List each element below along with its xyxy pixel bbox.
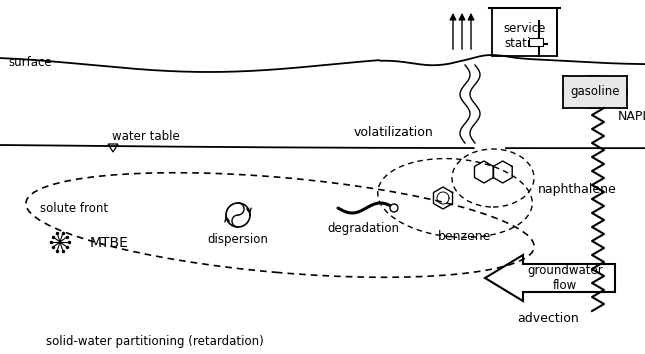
Text: dispersion: dispersion bbox=[208, 233, 268, 246]
Text: naphthalene: naphthalene bbox=[538, 183, 617, 196]
Text: MTBE: MTBE bbox=[90, 236, 129, 250]
Text: surface: surface bbox=[8, 56, 52, 69]
Text: solid-water partitioning (retardation): solid-water partitioning (retardation) bbox=[46, 336, 264, 348]
Text: volatilization: volatilization bbox=[353, 126, 433, 138]
Text: water table: water table bbox=[112, 130, 180, 143]
Text: degradation: degradation bbox=[327, 222, 399, 235]
Text: gasoline: gasoline bbox=[570, 86, 620, 98]
Bar bbox=[529, 38, 543, 46]
Text: benzene: benzene bbox=[438, 230, 491, 244]
Text: NAPL: NAPL bbox=[618, 109, 645, 122]
Ellipse shape bbox=[563, 76, 627, 108]
Text: solute front: solute front bbox=[40, 201, 108, 215]
Bar bbox=[492, 8, 557, 56]
Circle shape bbox=[390, 204, 398, 212]
Text: advection: advection bbox=[517, 312, 579, 325]
Text: groundwater
flow: groundwater flow bbox=[527, 264, 603, 292]
Text: service
station: service station bbox=[503, 22, 546, 50]
Bar bbox=[563, 76, 627, 108]
